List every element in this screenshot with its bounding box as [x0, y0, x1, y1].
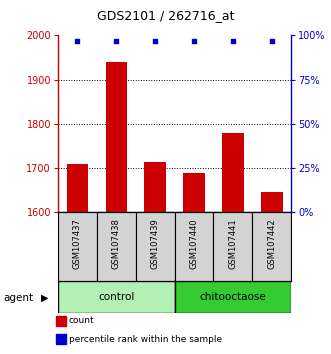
Point [114, 38, 119, 44]
Text: control: control [98, 292, 134, 302]
Text: GSM107438: GSM107438 [112, 218, 121, 269]
Bar [58, 212, 97, 281]
Text: GDS2101 / 262716_at: GDS2101 / 262716_at [97, 9, 234, 22]
Bar [183, 172, 205, 212]
Text: GSM107442: GSM107442 [267, 218, 276, 269]
Point [153, 38, 158, 44]
Point [191, 38, 197, 44]
Bar [261, 193, 283, 212]
Text: ▶: ▶ [41, 293, 49, 303]
Text: GSM107441: GSM107441 [228, 218, 237, 269]
Text: agent: agent [3, 293, 33, 303]
Bar [175, 212, 213, 281]
Point [75, 38, 80, 44]
Point [269, 38, 274, 44]
Point [230, 38, 236, 44]
Bar [144, 161, 166, 212]
Bar [175, 281, 291, 313]
Bar [106, 62, 127, 212]
Text: GSM107437: GSM107437 [73, 218, 82, 269]
Text: GSM107439: GSM107439 [151, 218, 160, 269]
Bar [58, 281, 175, 313]
Text: chitooctaose: chitooctaose [200, 292, 266, 302]
Bar [67, 164, 88, 212]
Bar [252, 212, 291, 281]
Bar [136, 212, 175, 281]
Text: count: count [69, 316, 94, 325]
Bar [222, 133, 244, 212]
Text: percentile rank within the sample: percentile rank within the sample [69, 335, 222, 344]
Bar [213, 212, 252, 281]
Bar [97, 212, 136, 281]
Text: GSM107440: GSM107440 [190, 218, 199, 269]
